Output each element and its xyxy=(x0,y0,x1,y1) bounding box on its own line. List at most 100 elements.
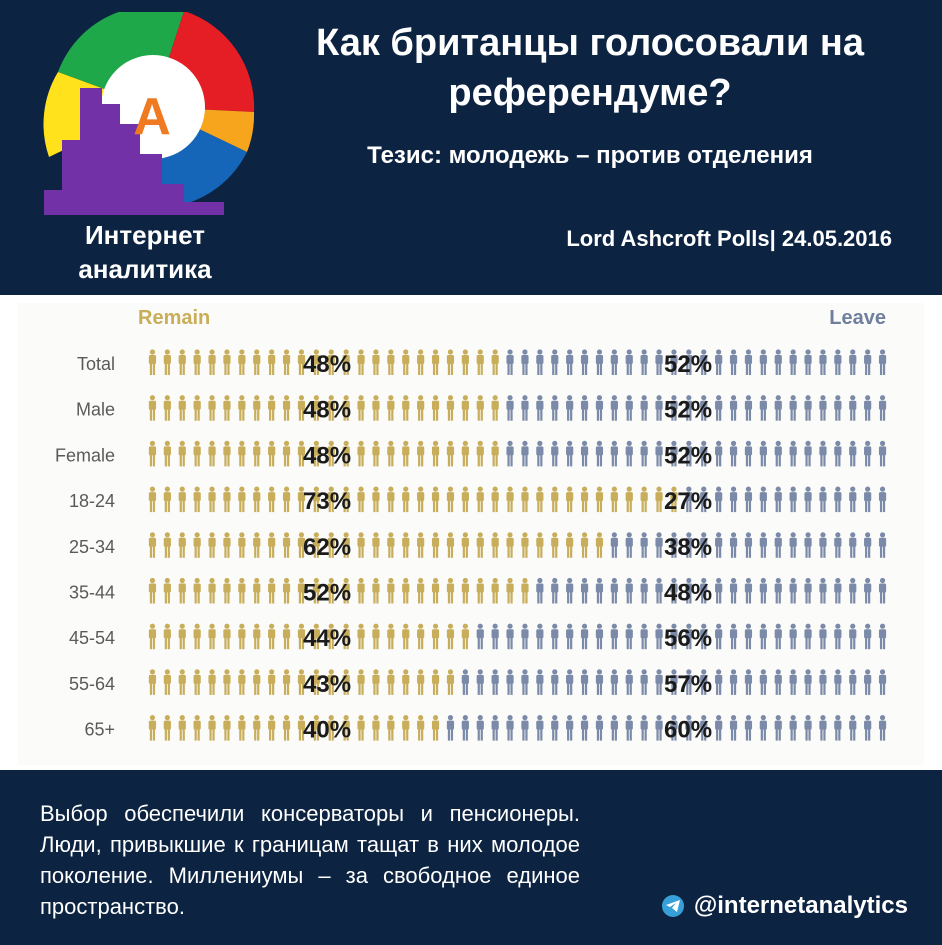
person-figure xyxy=(297,715,306,741)
person-figure xyxy=(476,577,484,604)
person-figure xyxy=(759,486,767,513)
person-figure xyxy=(268,395,276,421)
person-figure xyxy=(551,623,559,650)
person-figure xyxy=(521,623,529,650)
thesis: Тезис: молодежь – против отделения xyxy=(367,142,813,169)
person-figure xyxy=(685,486,693,513)
person-figure xyxy=(536,623,544,650)
person-figure xyxy=(774,669,782,695)
person-figure xyxy=(685,577,693,604)
person-figure xyxy=(327,669,335,695)
person-figure xyxy=(789,486,797,513)
person-figure xyxy=(849,349,857,375)
person-figure xyxy=(595,486,604,513)
person-figure xyxy=(327,623,335,650)
person-figure xyxy=(282,440,291,467)
person-figure xyxy=(536,577,544,604)
person-figure xyxy=(566,623,574,650)
person-figure xyxy=(268,486,276,513)
person-figure xyxy=(357,669,365,695)
person-figure xyxy=(640,349,648,375)
person-figure xyxy=(700,395,708,421)
person-figure xyxy=(372,349,380,375)
person-figure xyxy=(566,669,574,695)
person-figure xyxy=(238,532,246,558)
header: A Интернет аналитика Как британцы голосо… xyxy=(0,0,942,295)
person-figure xyxy=(536,532,544,558)
person-figure xyxy=(625,349,633,375)
person-figure xyxy=(864,532,872,558)
person-figure xyxy=(312,349,320,375)
person-figure xyxy=(327,715,335,741)
person-figure xyxy=(655,577,663,604)
person-figure xyxy=(789,669,797,695)
person-figure xyxy=(476,486,484,513)
person-figure xyxy=(223,715,231,741)
referendum-chart: Total 48% 52% Male 48% 52% Female 48% 52% 18-24 73… xyxy=(55,349,887,744)
person-figure xyxy=(566,395,574,421)
person-figure xyxy=(282,532,291,558)
person-figure xyxy=(402,395,410,421)
person-figure xyxy=(640,623,648,650)
person-figure xyxy=(342,532,350,558)
person-figure xyxy=(506,349,514,375)
person-figure xyxy=(834,669,842,695)
person-figure xyxy=(715,715,723,741)
remain-value-label: 73% xyxy=(303,488,351,515)
person-figure xyxy=(849,532,857,558)
person-figure xyxy=(804,532,812,558)
person-figure xyxy=(148,349,157,375)
person-figure xyxy=(580,349,589,375)
person-figure xyxy=(297,349,306,375)
person-figure xyxy=(491,577,499,604)
legend-remain: Remain xyxy=(138,307,211,329)
person-figure xyxy=(595,532,604,558)
person-figure xyxy=(342,715,350,741)
person-figure xyxy=(819,349,827,375)
person-figure xyxy=(282,669,291,695)
person-figure xyxy=(834,623,842,650)
page-title: Как британцы голосовали на референдуме? xyxy=(316,22,864,114)
person-figure xyxy=(610,440,618,467)
person-figure xyxy=(342,577,350,604)
person-figure xyxy=(372,395,380,421)
person-figure xyxy=(759,577,767,604)
person-figure xyxy=(312,715,320,741)
person-figure xyxy=(804,669,812,695)
person-figure xyxy=(566,577,574,604)
leave-bar xyxy=(685,486,887,513)
person-figure xyxy=(729,623,738,650)
person-figure xyxy=(655,532,663,558)
person-figure xyxy=(834,577,842,604)
person-figure xyxy=(431,623,440,650)
person-figure xyxy=(387,623,395,650)
person-figure xyxy=(595,349,604,375)
person-figure xyxy=(878,669,887,695)
person-figure xyxy=(178,715,186,741)
remain-value-label: 48% xyxy=(303,397,351,424)
person-figure xyxy=(446,669,455,695)
person-figure xyxy=(670,669,678,695)
person-figure xyxy=(640,715,648,741)
person-figure xyxy=(551,395,559,421)
person-figure xyxy=(387,349,395,375)
person-figure xyxy=(819,395,827,421)
channel-handle[interactable]: @internetanalytics xyxy=(661,892,908,920)
person-figure xyxy=(193,486,201,513)
person-figure xyxy=(372,486,380,513)
person-figure xyxy=(417,486,425,513)
person-figure xyxy=(223,440,231,467)
person-figure xyxy=(491,486,499,513)
person-figure xyxy=(402,577,410,604)
person-figure xyxy=(357,395,365,421)
person-figure xyxy=(148,395,157,421)
person-figure xyxy=(208,440,216,467)
person-figure xyxy=(163,577,171,604)
person-figure xyxy=(878,486,887,513)
person-figure xyxy=(521,486,529,513)
person-figure xyxy=(417,532,425,558)
remain-value-label: 44% xyxy=(303,625,351,652)
person-figure xyxy=(476,349,484,375)
person-figure xyxy=(446,440,455,467)
person-figure xyxy=(402,669,410,695)
